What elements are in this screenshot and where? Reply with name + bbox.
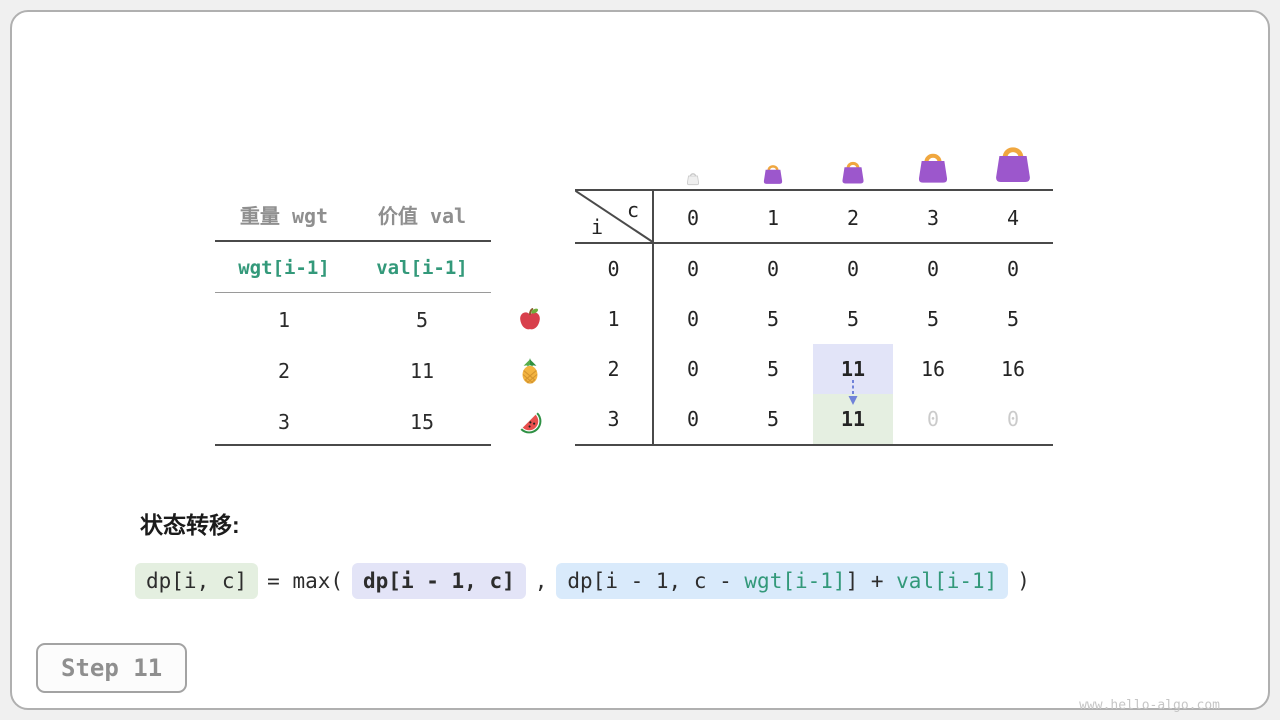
dp-cell: 5 [766,307,780,331]
dp-column-headers: 0 1 2 3 4 [653,196,1053,240]
formula-equals-max: = max( [267,569,344,593]
bag-capacity-2-icon [840,161,866,185]
item-index-var-label: i [590,215,604,239]
items-table-header: 重量 wgt 价值 val [215,194,491,238]
dp-cell: 0 [926,257,940,281]
arg2-prefix: dp[i - 1, c - [567,569,745,593]
item-value: 15 [409,410,435,434]
items-table-var-row: wgt[i-1] val[i-1] [215,246,491,290]
dp-col-header: 4 [1006,206,1020,230]
formula-comma: , [534,569,548,593]
watermark: www.hello-algo.com [1079,698,1220,713]
formula-lhs-chip: dp[i, c] [135,563,259,599]
dp-cell: 5 [1006,307,1020,331]
dp-cell: 0 [686,257,700,281]
item-weight: 1 [277,308,291,332]
formula-close-paren: ) [1017,569,1030,593]
bag-capacity-1-icon [762,165,784,186]
step-badge: Step 11 [36,643,188,693]
dp-cell: 0 [766,257,780,281]
divider [652,189,654,446]
item-weight: 3 [277,410,291,434]
formula-arg1-chip: dp[i - 1, c] [352,563,526,599]
divider [575,444,1053,446]
item-row: 2 11 [215,346,491,397]
dp-cell: 5 [766,357,780,381]
dp-row-header: 1 [607,307,620,331]
dp-table-cells: 0 0 0 0 0 0 5 5 5 5 0 5 11 16 16 0 5 11 … [653,244,1053,444]
dp-row-header: 3 [607,407,620,431]
item-weight: 2 [277,359,291,383]
dp-cell: 0 [846,257,860,281]
divider [575,242,1053,244]
dp-cell: 0 [1006,257,1020,281]
val-var-label: val[i-1] [376,257,468,279]
dp-col-header: 1 [766,206,780,230]
divider [215,240,491,242]
bag-capacity-3-icon [916,153,950,185]
item-value: 11 [409,359,435,383]
state-transition-heading: 状态转移: [140,512,240,538]
dp-cell-target-highlight: 11 [813,394,893,444]
dp-row-headers: 0 1 2 3 [575,244,652,444]
dp-row-header: 0 [607,257,620,281]
divider [215,292,491,293]
dp-row-header: 2 [607,357,620,381]
divider [575,189,1053,191]
dp-col-header: 2 [846,206,860,230]
apple-icon [520,308,540,330]
dp-cell: 5 [846,307,860,331]
watermelon-icon [520,412,542,434]
dp-cell: 0 [1006,407,1020,431]
bag-capacity-0-icon [686,173,700,186]
arg2-mid: ] + [845,569,897,593]
state-transition-formula: dp[i, c] = max( dp[i - 1, c] , dp[i - 1,… [135,560,1030,602]
arg2-val-term: val[i-1] [896,569,998,593]
item-value: 5 [415,308,429,332]
bag-capacity-4-icon [989,138,1037,186]
dp-cell: 0 [926,407,940,431]
divider [215,444,491,446]
dp-cell: 0 [686,407,700,431]
capacity-var-label: c [626,198,640,222]
arg2-wgt-term: wgt[i-1] [744,569,846,593]
item-row: 1 5 [215,295,491,346]
dp-col-header: 3 [926,206,940,230]
weight-column-header: 重量 wgt [239,204,329,228]
value-column-header: 价值 val [377,204,467,228]
dp-cell: 0 [686,307,700,331]
wgt-var-label: wgt[i-1] [238,257,330,279]
dp-cell: 0 [686,357,700,381]
dp-cell: 5 [926,307,940,331]
formula-arg2-chip: dp[i - 1, c - wgt[i-1]] + val[i-1] [556,563,1009,599]
transition-arrow-icon [848,380,858,405]
dp-col-header: 0 [686,206,700,230]
pineapple-icon [522,358,538,384]
dp-cell: 5 [766,407,780,431]
dp-cell: 16 [1000,357,1026,381]
dp-cell: 16 [920,357,946,381]
item-row: 3 15 [215,397,491,448]
